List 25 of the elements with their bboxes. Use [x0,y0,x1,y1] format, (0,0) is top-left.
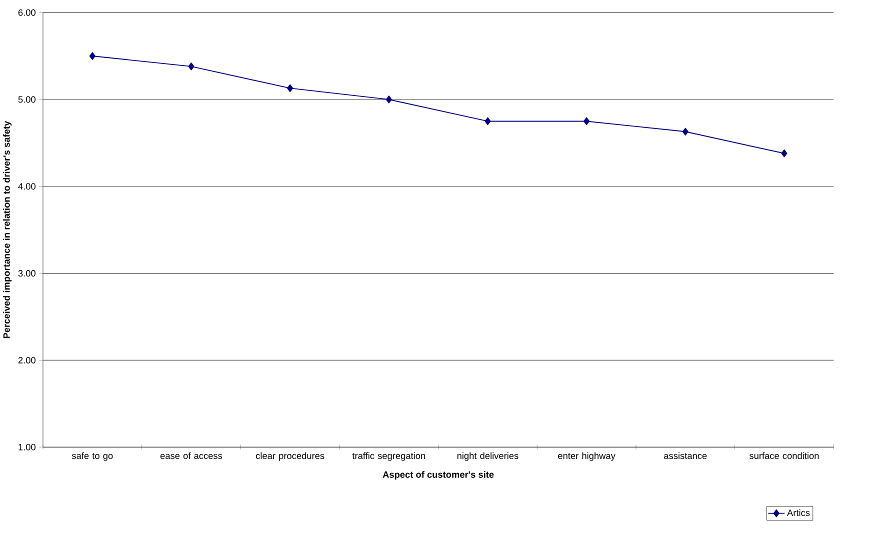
x-tick-label: safe to go [72,452,113,461]
x-axis-title: Aspect of customer's site [382,470,494,480]
x-tick-label: night deliveries [457,452,518,461]
x-tick-label: surface condition [749,452,819,459]
point [682,128,688,136]
x-tick-label: assistance [664,452,707,459]
point [484,117,491,125]
x-tick-label: traffic segregation [352,452,426,461]
y-tick-label: 5.00 [18,96,36,103]
x-tick-label: clear procedures [256,452,324,461]
x-tick-label: enter highway [558,452,616,461]
point [584,117,590,125]
point [781,149,788,158]
y-axis-title: Perceived importance in relation to driver's safety [3,120,12,338]
y-tick-label: 1.00 [18,444,36,450]
legend-label: Artics [787,509,810,516]
point [386,96,392,104]
y-tick-label: 4.00 [18,183,36,190]
point [287,84,294,92]
y-tick-label: 6.00 [18,9,36,16]
y-tick-label: 2.00 [18,356,36,364]
point [89,52,96,60]
y-tick-label: 3.00 [18,270,36,276]
point [188,62,194,70]
x-tick-label: ease of access [160,452,222,459]
